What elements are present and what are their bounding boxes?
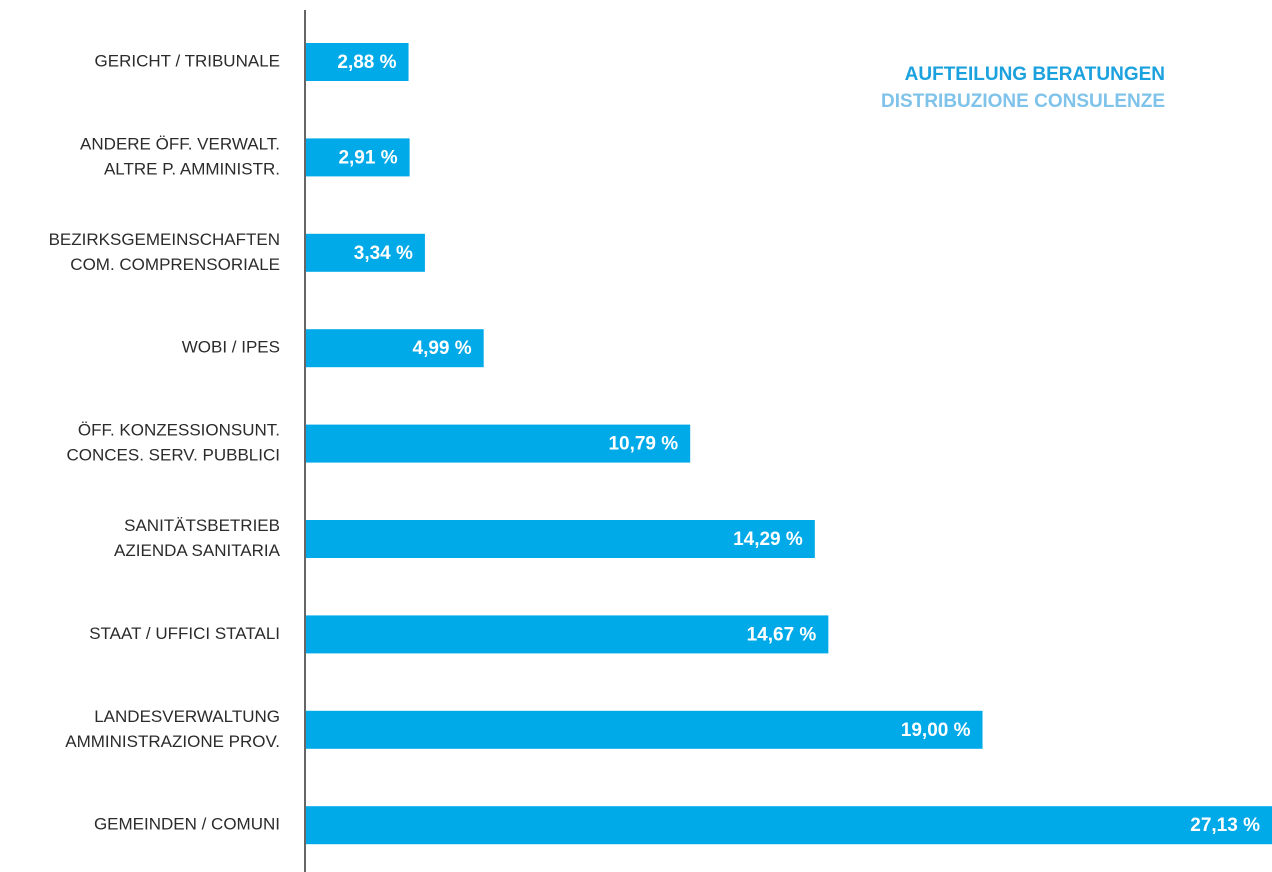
category-label: AMMINISTRAZIONE PROV. bbox=[65, 732, 280, 751]
bar bbox=[306, 138, 410, 177]
category-label: SANITÄTSBETRIEB bbox=[124, 516, 280, 535]
value-label: 14,29 % bbox=[733, 529, 803, 550]
bar bbox=[306, 615, 829, 654]
category-label: ALTRE P. AMMINISTR. bbox=[104, 159, 280, 178]
category-label: CONCES. SERV. PUBBLICI bbox=[66, 446, 280, 465]
category-label: BEZIRKSGEMEINSCHAFTEN bbox=[49, 230, 280, 249]
bar bbox=[306, 233, 425, 272]
value-label: 2,88 % bbox=[337, 52, 396, 73]
chart-title: AUFTEILUNG BERATUNGEN bbox=[905, 64, 1165, 85]
category-label: LANDESVERWALTUNG bbox=[94, 707, 280, 726]
category-label: STAAT / UFFICI STATALI bbox=[89, 624, 280, 643]
value-label: 2,91 % bbox=[338, 147, 397, 168]
category-label: WOBI / IPES bbox=[182, 338, 280, 357]
bar bbox=[306, 329, 484, 368]
value-label: 27,13 % bbox=[1190, 815, 1260, 836]
value-label: 19,00 % bbox=[901, 720, 971, 741]
category-label: GERICHT / TRIBUNALE bbox=[95, 51, 280, 70]
bar bbox=[306, 43, 409, 81]
value-label: 14,67 % bbox=[747, 624, 817, 645]
value-label: 3,34 % bbox=[354, 243, 413, 264]
value-label: 4,99 % bbox=[413, 338, 472, 359]
category-label: ANDERE ÖFF. VERWALT. bbox=[80, 134, 280, 153]
category-label: GEMEINDEN / COMUNI bbox=[94, 815, 280, 834]
category-label: AZIENDA SANITARIA bbox=[114, 541, 281, 560]
category-label: ÖFF. KONZESSIONSUNT. bbox=[78, 421, 280, 440]
bar bbox=[306, 520, 815, 558]
bar bbox=[306, 806, 1272, 845]
chart-subtitle: DISTRIBUZIONE CONSULENZE bbox=[881, 91, 1165, 112]
bar bbox=[306, 710, 983, 749]
bar bbox=[306, 424, 691, 463]
value-label: 10,79 % bbox=[608, 434, 678, 455]
category-label: COM. COMPRENSORIALE bbox=[70, 255, 280, 274]
